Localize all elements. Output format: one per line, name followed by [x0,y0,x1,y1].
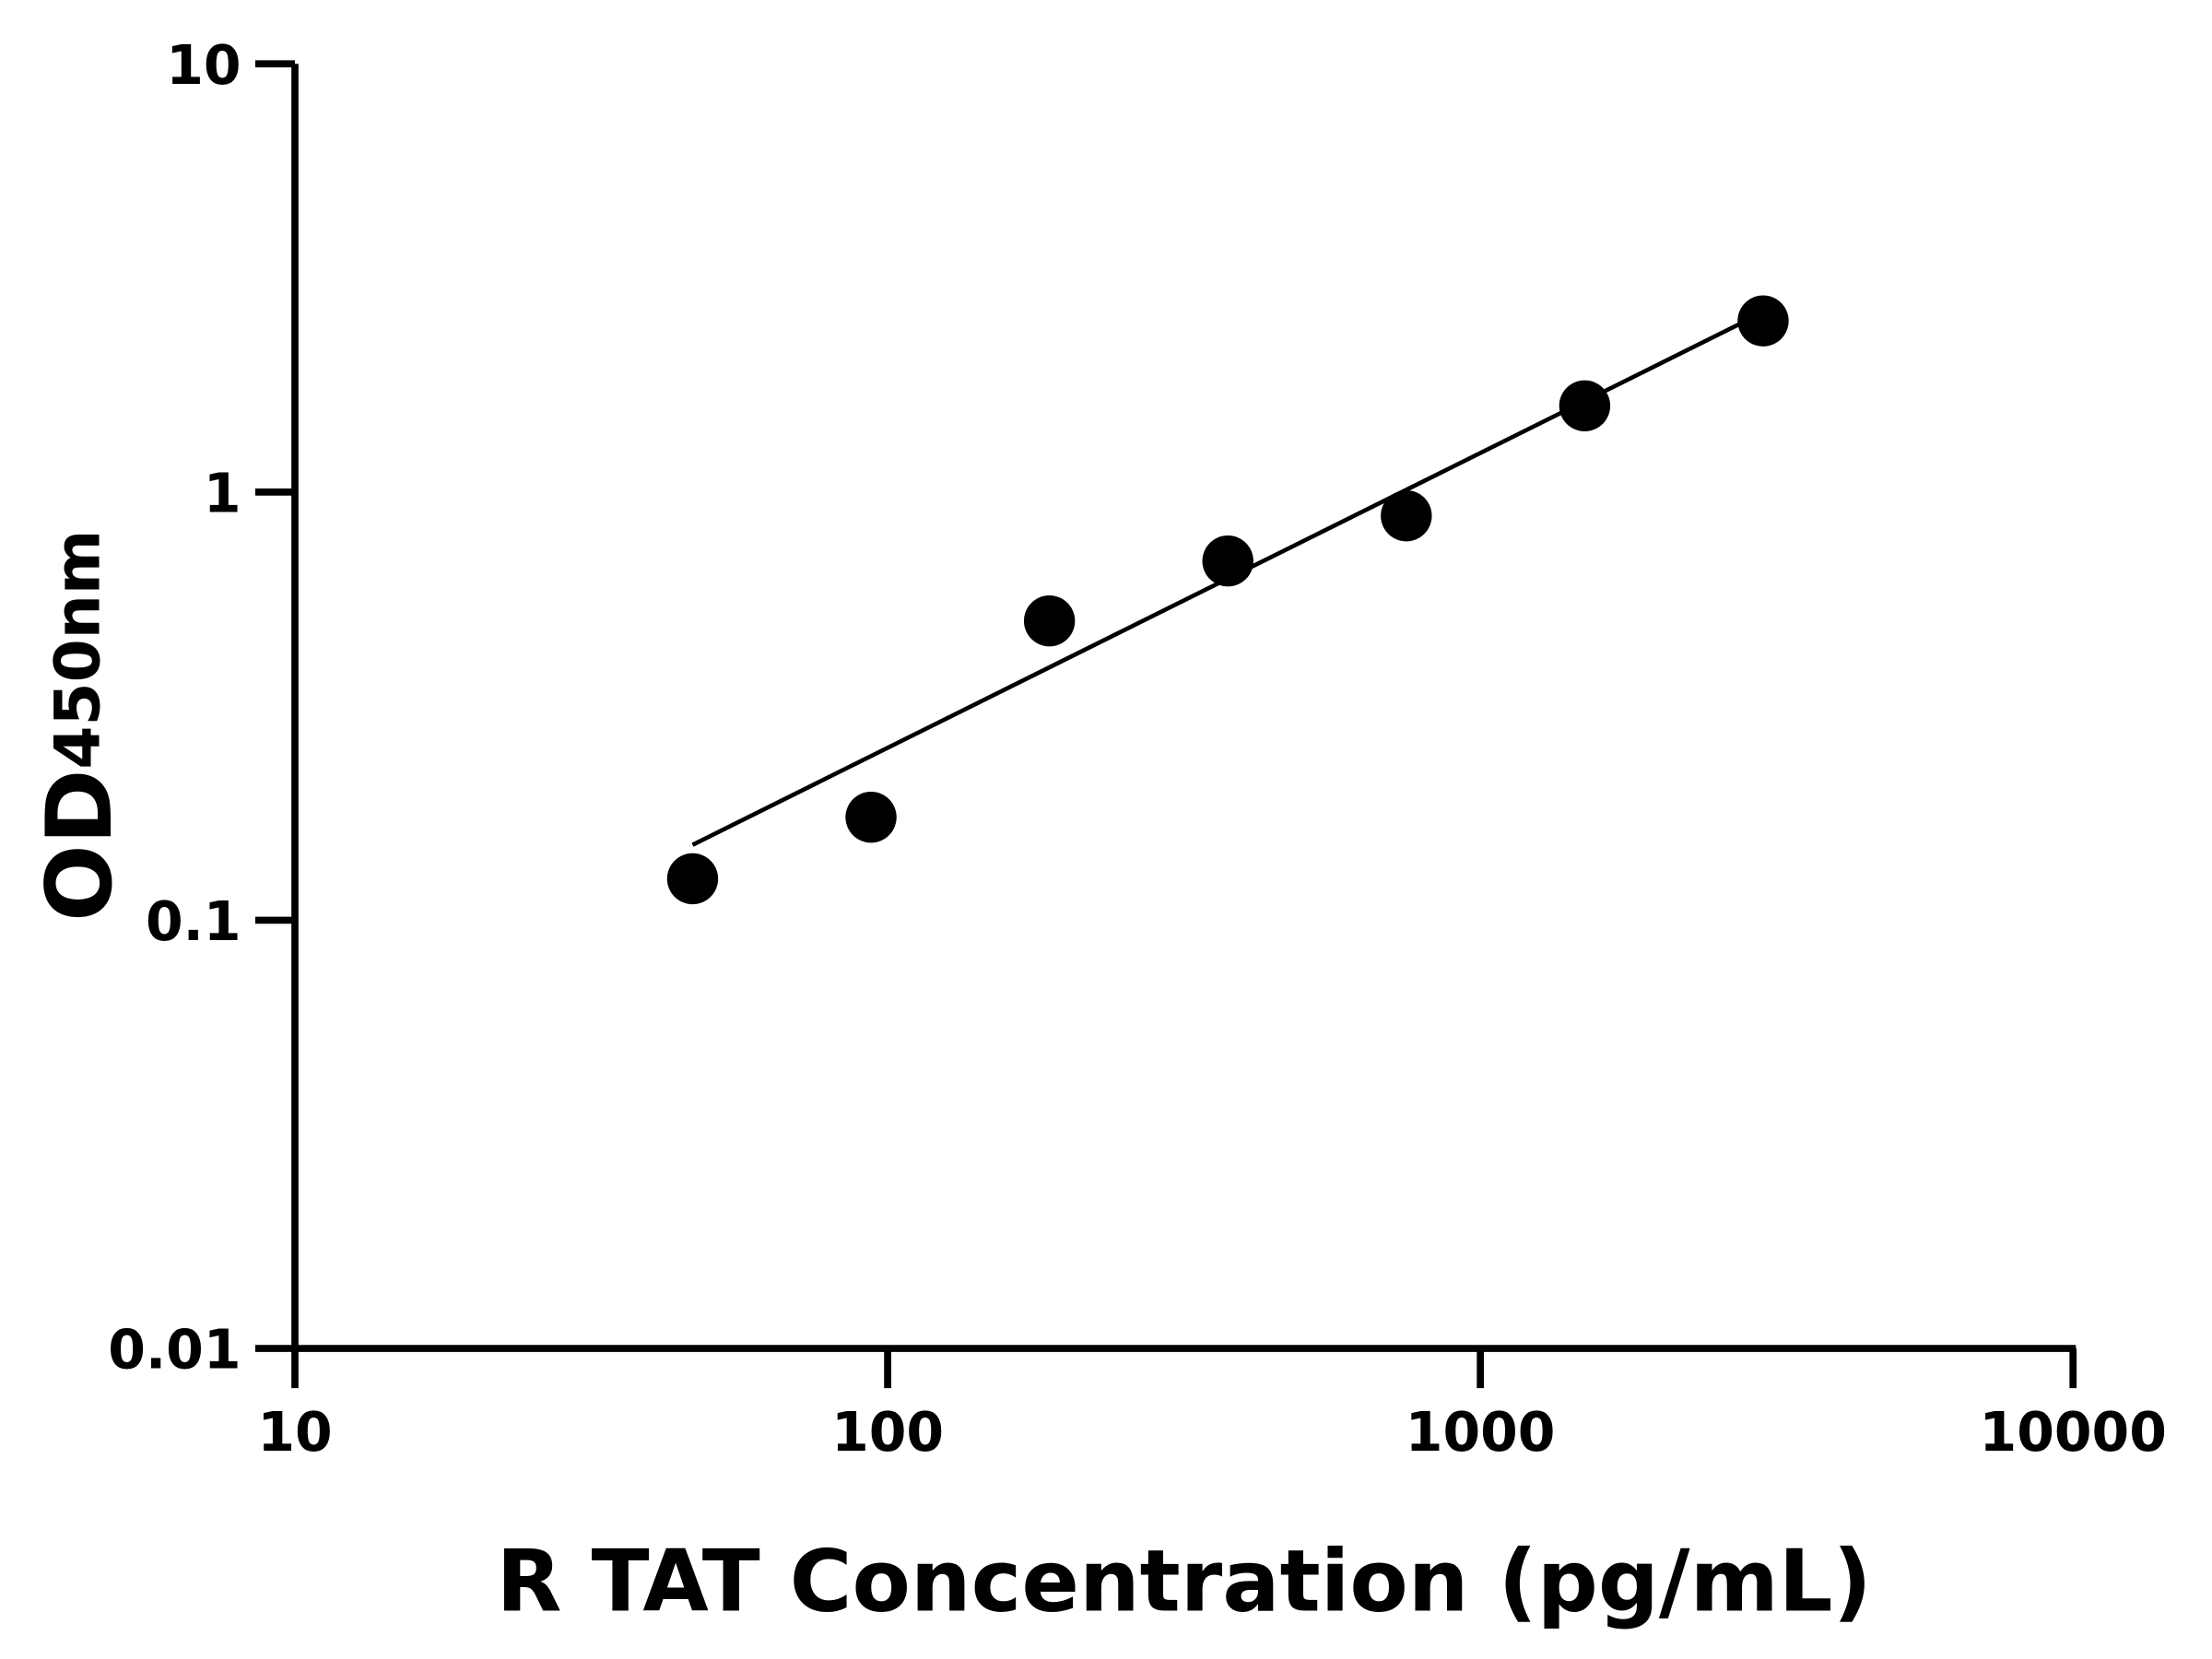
axes [291,64,2077,1352]
data-point [1202,535,1253,587]
data-point [1559,380,1611,431]
y-tick-label: 0.1 [146,890,241,953]
data-points [666,295,1789,905]
data-point [1737,295,1789,347]
x-tick-label: 10 [257,1401,332,1464]
x-tick-label: 100 [831,1401,944,1464]
y-tick-label: 10 [166,34,241,97]
data-point [666,853,719,905]
data-point [1381,489,1432,542]
data-point [1023,595,1076,647]
y-axis-label-sub: 450nm [41,530,114,770]
ticks: 10 100 1000 10000 0.01 0.1 1 10 [108,34,2167,1464]
x-tick-label: 1000 [1406,1401,1556,1464]
x-tick-label: 10000 [1980,1401,2167,1464]
data-point [845,792,897,843]
y-axis-label-main: OD [28,770,133,922]
svg-text:OD450nm: OD450nm [28,530,133,922]
y-axis-label: OD450nm [28,530,133,922]
x-axis-label: R TAT Concentration (pg/mL) [496,1532,1871,1631]
y-tick-label: 0.01 [108,1319,241,1382]
y-tick-label: 1 [204,462,241,524]
